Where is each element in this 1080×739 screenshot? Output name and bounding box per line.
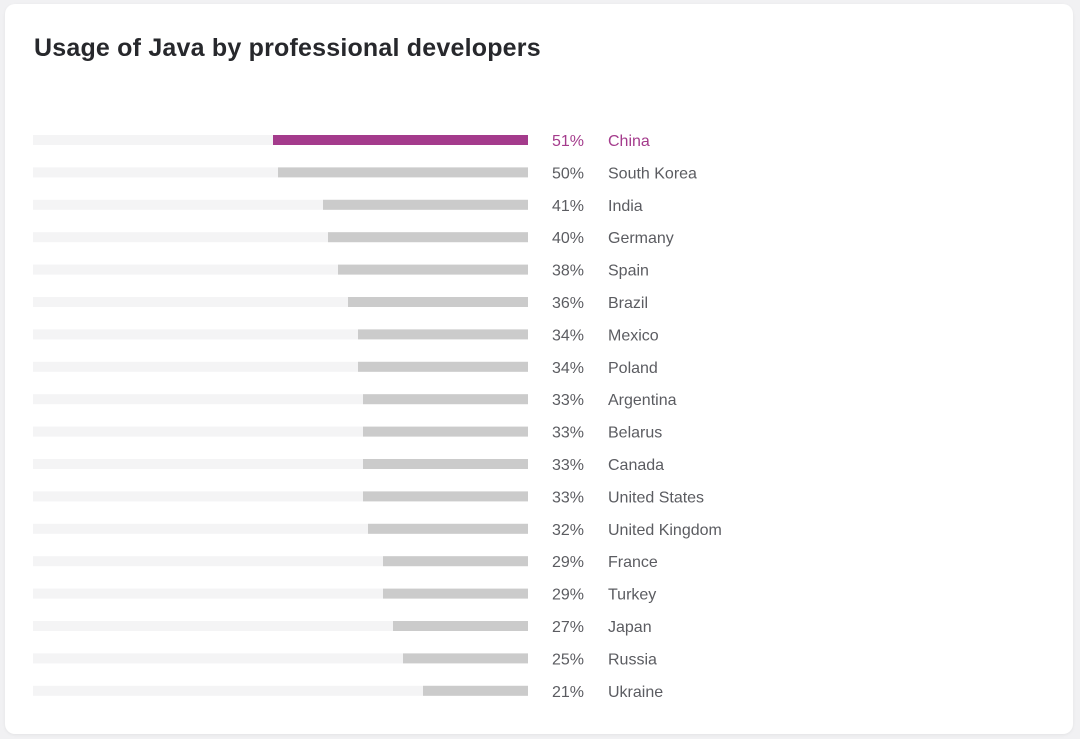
bar-track	[33, 523, 528, 534]
bar-row: 33% Argentina	[33, 392, 677, 409]
value-label: 27%	[552, 619, 584, 636]
bar-row: 21% Ukraine	[33, 684, 663, 701]
category-label: United Kingdom	[608, 522, 722, 539]
bar-row: 33% United States	[33, 489, 704, 506]
bar	[323, 199, 528, 210]
bar-track	[33, 264, 528, 275]
bar	[273, 135, 528, 145]
bar-track	[33, 426, 528, 437]
value-label: 25%	[552, 651, 584, 668]
bar	[363, 491, 528, 502]
bar-row: 38% Spain	[33, 263, 649, 280]
category-label: Poland	[608, 360, 658, 377]
bar-row: 34% Mexico	[33, 327, 659, 344]
bar-track	[33, 199, 528, 210]
bar-row: 27% Japan	[33, 619, 652, 636]
value-label: 41%	[552, 198, 584, 215]
category-label: India	[608, 198, 643, 215]
bar	[278, 167, 528, 178]
bar-row: 32% United Kingdom	[33, 522, 722, 539]
category-label: Argentina	[608, 392, 677, 409]
value-label: 29%	[552, 554, 584, 571]
bar	[423, 685, 528, 696]
bar-track	[33, 329, 528, 340]
bar-track	[33, 232, 528, 243]
bar-row: 29% Turkey	[33, 587, 656, 604]
category-label: China	[608, 133, 650, 150]
bar-track	[33, 653, 528, 664]
bar-track	[33, 685, 528, 696]
bar-row: 50% South Korea	[33, 165, 697, 182]
value-label: 33%	[552, 392, 584, 409]
bar	[338, 264, 528, 275]
value-label: 51%	[552, 133, 584, 150]
chart-title: Usage of Java by professional developers	[34, 34, 541, 62]
value-label: 50%	[552, 165, 584, 182]
bar-row: 33% Canada	[33, 457, 664, 474]
bar-chart: 51% China 50% South Korea 41% India 40% Germany…	[33, 133, 722, 701]
value-label: 40%	[552, 230, 584, 247]
category-label: South Korea	[608, 165, 697, 182]
bar	[403, 653, 528, 664]
value-label: 32%	[552, 522, 584, 539]
bar	[393, 621, 528, 631]
bar-row: 34% Poland	[33, 360, 658, 377]
bar	[363, 394, 528, 405]
bar-track	[33, 491, 528, 502]
value-label: 33%	[552, 457, 584, 474]
bar	[383, 588, 528, 599]
value-label: 33%	[552, 489, 584, 506]
category-label: Russia	[608, 651, 657, 668]
value-label: 38%	[552, 263, 584, 280]
bar-track	[33, 394, 528, 405]
category-label: Germany	[608, 230, 674, 247]
bar-row: 29% France	[33, 554, 658, 571]
bar	[368, 523, 528, 534]
bar-track	[33, 297, 528, 307]
bar-row: 25% Russia	[33, 651, 657, 668]
bar-track	[33, 588, 528, 599]
bar	[363, 459, 528, 469]
bar-track	[33, 361, 528, 372]
category-label: Turkey	[608, 587, 656, 604]
category-label: Japan	[608, 619, 652, 636]
value-label: 34%	[552, 327, 584, 344]
bar	[348, 297, 528, 307]
value-label: 21%	[552, 684, 584, 701]
value-label: 33%	[552, 425, 584, 442]
category-label: Brazil	[608, 295, 648, 312]
category-label: France	[608, 554, 658, 571]
category-label: Spain	[608, 263, 649, 280]
bar	[328, 232, 528, 243]
bar-track	[33, 556, 528, 567]
bar-track	[33, 459, 528, 469]
bar-row: 40% Germany	[33, 230, 674, 247]
category-label: Canada	[608, 457, 664, 474]
category-label: United States	[608, 489, 704, 506]
bar-row: 33% Belarus	[33, 425, 662, 442]
bar-track	[33, 621, 528, 631]
bar-row: 51% China	[33, 133, 650, 150]
value-label: 36%	[552, 295, 584, 312]
bar	[358, 361, 528, 372]
value-label: 29%	[552, 587, 584, 604]
bar-row: 41% India	[33, 198, 643, 215]
chart-card: Usage of Java by professional developers…	[5, 4, 1073, 734]
bar-row: 36% Brazil	[33, 295, 648, 312]
bar	[383, 556, 528, 567]
value-label: 34%	[552, 360, 584, 377]
category-label: Belarus	[608, 425, 662, 442]
bar	[358, 329, 528, 340]
category-label: Mexico	[608, 327, 659, 344]
category-label: Ukraine	[608, 684, 663, 701]
bar	[363, 426, 528, 437]
